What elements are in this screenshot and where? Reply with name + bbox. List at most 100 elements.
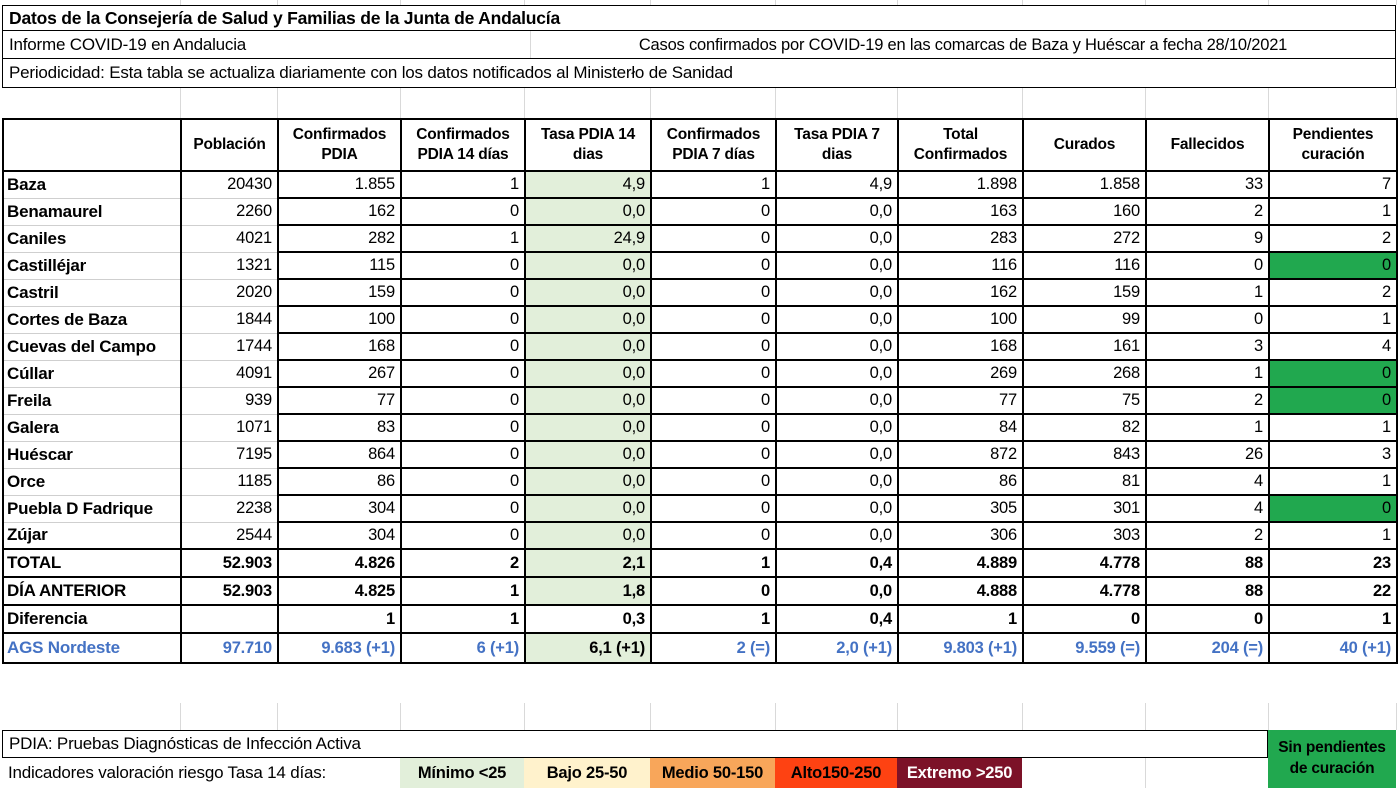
cell-confirmados-pdia-14: 0 (400, 305, 526, 334)
report-label: Informe COVID-19 en Andalucia (3, 31, 531, 59)
cell-tasa-pdia-7: 0,0 (775, 332, 899, 361)
cell-poblacion: 97.710 (180, 632, 279, 664)
gridline (1022, 0, 1023, 5)
risk-legend-1: Mínimo <25 (400, 758, 524, 788)
table-row: Baza 20430 1.855 1 4,9 1 4,9 1.898 1.858 33 7 (2, 170, 1398, 199)
gridline (400, 703, 401, 730)
cell-confirmados-pdia: 304 (277, 521, 402, 550)
cell-tasa-pdia-7: 0,0 (775, 576, 899, 606)
table-row: Orce 1185 86 0 0,0 0 0,0 86 81 4 1 (2, 467, 1398, 496)
gridline (897, 88, 898, 118)
gridline (1396, 88, 1397, 118)
table-row: Benamaurel 2260 162 0 0,0 0 0,0 163 160 2 1 (2, 197, 1398, 226)
gridline (1396, 703, 1397, 730)
cell-fallecidos: 88 (1145, 548, 1270, 578)
cell-tasa-pdia-14: 6,1 (+1) (524, 632, 652, 664)
cell-total-confirmados: 1.898 (897, 170, 1024, 199)
cell-poblacion: 52.903 (180, 548, 279, 578)
gridline (775, 0, 776, 5)
table-row: Puebla D Fadrique 2238 304 0 0,0 0 0,0 305 301 4 0 (2, 494, 1398, 523)
cell-curados: 301 (1022, 494, 1147, 523)
cell-confirmados-pdia-14: 0 (400, 197, 526, 226)
cell-tasa-pdia-7: 0,4 (775, 604, 899, 634)
cell-curados: 116 (1022, 251, 1147, 280)
cell-tasa-pdia-7: 2,0 (+1) (775, 632, 899, 664)
cell-fallecidos: 204 (=) (1145, 632, 1270, 664)
gridline (180, 0, 181, 5)
cell-confirmados-pdia: 162 (277, 197, 402, 226)
cell-confirmados-pdia: 1 (277, 604, 402, 634)
cell-tasa-pdia-14: 0,0 (524, 278, 652, 307)
column-header-pendientes-curacion: Pendientes curación (1268, 118, 1398, 172)
cell-confirmados-pdia-14: 1 (400, 224, 526, 253)
cell-fallecidos: 0 (1145, 305, 1270, 334)
cell-pendientes-curacion: 1 (1268, 467, 1398, 496)
cell-confirmados-pdia: 115 (277, 251, 402, 280)
cell-tasa-pdia-14: 0,0 (524, 251, 652, 280)
cell-municipality: Castilléjar (2, 251, 182, 280)
cell-pendientes-curacion: 7 (1268, 170, 1398, 199)
cell-confirmados-pdia-14: 0 (400, 359, 526, 388)
cell-tasa-pdia-14: 0,0 (524, 332, 652, 361)
cell-municipality: Diferencia (2, 604, 182, 634)
cell-confirmados-pdia: 267 (277, 359, 402, 388)
cell-confirmados-pdia-7: 0 (650, 332, 777, 361)
risk-legend-4: Alto150-250 (775, 758, 897, 788)
cell-pendientes-curacion: 1 (1268, 604, 1398, 634)
cell-fallecidos: 2 (1145, 521, 1270, 550)
cell-confirmados-pdia-14: 0 (400, 494, 526, 523)
covid-data-table: Población Confirmados PDIA Confirmados PDI… (2, 118, 1398, 664)
cell-confirmados-pdia-14: 1 (400, 576, 526, 606)
cell-confirmados-pdia: 9.683 (+1) (277, 632, 402, 664)
table-row: AGS Nordeste 97.710 9.683 (+1) 6 (+1) 6,1 (+… (2, 632, 1398, 664)
gridline (1145, 703, 1146, 730)
cell-poblacion: 1321 (180, 251, 279, 280)
cell-curados: 159 (1022, 278, 1147, 307)
cell-total-confirmados: 306 (897, 521, 1024, 550)
cell-curados: 161 (1022, 332, 1147, 361)
column-header-poblacion: Población (180, 118, 279, 172)
cell-confirmados-pdia-7: 0 (650, 440, 777, 469)
cell-pendientes-curacion: 1 (1268, 197, 1398, 226)
cell-municipality: Cuevas del Campo (2, 332, 182, 361)
cell-confirmados-pdia-7: 0 (650, 494, 777, 523)
cell-total-confirmados: 4.888 (897, 576, 1024, 606)
cell-poblacion: 1071 (180, 413, 279, 442)
cell-confirmados-pdia-7: 0 (650, 413, 777, 442)
cell-pendientes-curacion: 3 (1268, 440, 1398, 469)
gridline (524, 0, 525, 5)
column-header-tasa-pdia-7: Tasa PDIA 7 dias (775, 118, 899, 172)
gridline (1268, 0, 1269, 5)
cell-poblacion: 4021 (180, 224, 279, 253)
cell-tasa-pdia-14: 4,9 (524, 170, 652, 199)
cell-curados: 160 (1022, 197, 1147, 226)
cell-tasa-pdia-14: 0,0 (524, 386, 652, 415)
gridline (650, 88, 651, 118)
cell-total-confirmados: 77 (897, 386, 1024, 415)
gridline (1396, 0, 1397, 5)
cell-confirmados-pdia-7: 0 (650, 386, 777, 415)
cell-confirmados-pdia: 304 (277, 494, 402, 523)
gridline (277, 0, 278, 5)
cell-fallecidos: 9 (1145, 224, 1270, 253)
cell-tasa-pdia-14: 0,0 (524, 440, 652, 469)
table-row: Cúllar 4091 267 0 0,0 0 0,0 269 268 1 0 (2, 359, 1398, 388)
gridline (1145, 88, 1146, 118)
cell-confirmados-pdia: 4.826 (277, 548, 402, 578)
cell-total-confirmados: 116 (897, 251, 1024, 280)
cell-total-confirmados: 168 (897, 332, 1024, 361)
table-row: Huéscar 7195 864 0 0,0 0 0,0 872 843 26 3 (2, 440, 1398, 469)
cell-curados: 843 (1022, 440, 1147, 469)
cell-confirmados-pdia: 159 (277, 278, 402, 307)
cell-confirmados-pdia-14: 0 (400, 278, 526, 307)
cell-curados: 268 (1022, 359, 1147, 388)
gridline (775, 88, 776, 118)
gridline (180, 703, 181, 730)
cell-total-confirmados: 86 (897, 467, 1024, 496)
gridline (897, 0, 898, 5)
table-row: Diferencia 1 1 0,3 1 0,4 1 0 0 1 (2, 604, 1398, 634)
cell-tasa-pdia-14: 24,9 (524, 224, 652, 253)
cell-tasa-pdia-7: 0,0 (775, 278, 899, 307)
cell-municipality: Baza (2, 170, 182, 199)
cell-fallecidos: 1 (1145, 359, 1270, 388)
